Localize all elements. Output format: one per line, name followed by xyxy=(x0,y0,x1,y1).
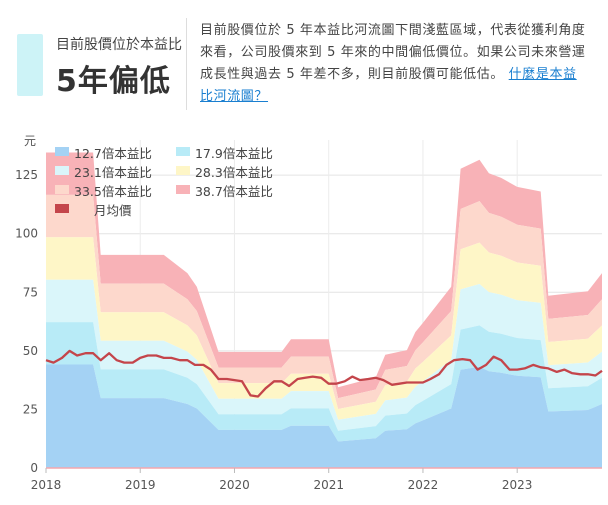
x-tick-label: 2019 xyxy=(125,478,156,492)
y-tick-label: 100 xyxy=(15,227,38,241)
pe-river-chart-svg: 0 25 50 75 100 125 元 2018 2019 2020 2021 2022 2023 xyxy=(15,134,603,492)
band-area-3 xyxy=(46,237,602,420)
legend-label: 33.5倍本益比 xyxy=(74,184,152,199)
x-tick-label: 2023 xyxy=(502,478,533,492)
legend-swatch xyxy=(55,147,69,156)
what-is-pe-river-link[interactable]: 什麼是本益比河流圖？ xyxy=(200,67,577,104)
legend-item[interactable]: 33.5倍本益比 xyxy=(55,181,172,200)
band-areas xyxy=(46,152,602,468)
valuation-description: 目前股價位於 5 年本益比河流圖下間淺藍區域，代表從獲利角度來看，公司股價來到 … xyxy=(200,20,590,108)
valuation-header: 目前股價位於本益比 5年偏低 目前股價位於 5 年本益比河流圖下間淺藍區域，代表… xyxy=(0,0,608,120)
band-area-0 xyxy=(46,364,602,468)
accent-bar xyxy=(17,34,43,96)
valuation-headline: 5年偏低 xyxy=(56,64,171,99)
price-line xyxy=(45,349,603,398)
x-tick-label: 2021 xyxy=(313,478,344,492)
legend-item[interactable]: 38.7倍本益比 xyxy=(175,181,293,200)
y-tick-label: 50 xyxy=(23,344,38,358)
legend-item[interactable]: 17.9倍本益比 xyxy=(175,143,293,162)
legend-label: 17.9倍本益比 xyxy=(194,146,273,161)
chart-legend: 12.7倍本益比 17.9倍本益比 23.1倍本益比 28.3倍本益比 33.5… xyxy=(55,143,293,219)
price-series xyxy=(45,349,603,398)
band-area-4 xyxy=(46,194,602,409)
description-text: 目前股價位於 5 年本益比河流圖下間淺藍區域，代表從獲利角度來看，公司股價來到 … xyxy=(200,23,586,82)
legend-swatch xyxy=(175,166,190,175)
axes: 0 25 50 75 100 125 元 2018 2019 2020 2021 2022 2023 xyxy=(15,134,602,492)
legend-label-price: 月均價 xyxy=(94,203,132,218)
pe-river-chart: 0 25 50 75 100 125 元 2018 2019 2020 2021 2022 2023 1… xyxy=(0,128,608,505)
legend-swatch xyxy=(55,166,69,175)
valuation-subtitle: 目前股價位於本益比 xyxy=(56,37,182,53)
band-area-2 xyxy=(46,279,602,431)
legend-label: 28.3倍本益比 xyxy=(194,165,273,180)
legend-item-price[interactable]: 月均價 xyxy=(55,200,172,219)
legend-item[interactable]: 28.3倍本益比 xyxy=(175,162,293,181)
x-tick-label: 2020 xyxy=(219,478,250,492)
band-area-1 xyxy=(46,322,602,442)
legend-swatch xyxy=(175,185,190,194)
legend-swatch-price xyxy=(55,204,69,213)
y-tick-label: 75 xyxy=(23,285,38,299)
legend-item[interactable]: 23.1倍本益比 xyxy=(55,162,172,181)
y-tick-label: 0 xyxy=(30,461,38,475)
legend-swatch xyxy=(175,147,190,156)
legend-swatch xyxy=(55,185,69,194)
y-axis-unit: 元 xyxy=(24,134,36,148)
y-tick-label: 25 xyxy=(23,402,38,416)
x-tick-label: 2022 xyxy=(408,478,439,492)
legend-label: 38.7倍本益比 xyxy=(194,184,273,199)
x-tick-label: 2018 xyxy=(31,478,62,492)
legend-label: 12.7倍本益比 xyxy=(74,146,152,161)
header-divider xyxy=(186,18,187,110)
y-tick-label: 125 xyxy=(15,168,38,182)
legend-item[interactable]: 12.7倍本益比 xyxy=(55,143,172,162)
legend-label: 23.1倍本益比 xyxy=(74,165,152,180)
band-area-5 xyxy=(46,152,602,399)
